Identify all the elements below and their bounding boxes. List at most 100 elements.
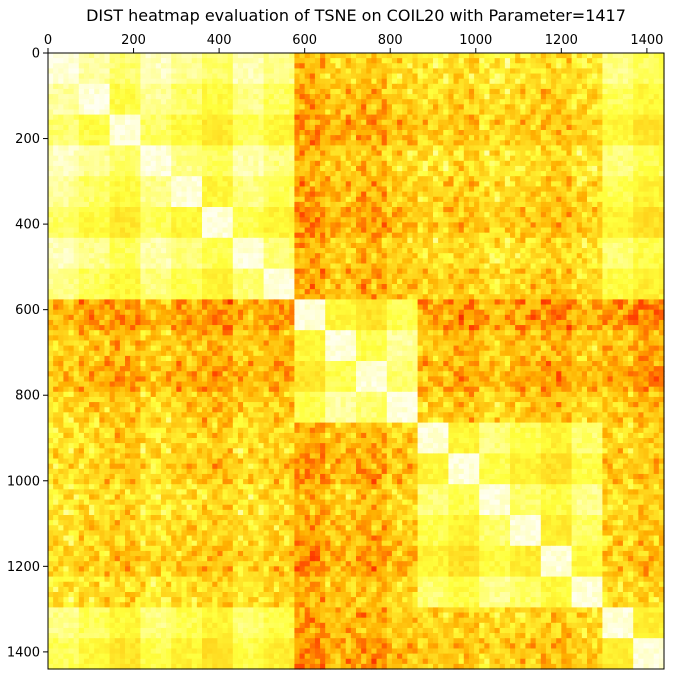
heatmap-cell [381,140,388,146]
heatmap-cell [191,171,198,177]
heatmap-cell [289,104,295,111]
heatmap-cell [263,186,270,193]
heatmap-cell [386,212,393,218]
heatmap-cell [638,53,645,59]
heatmap-cell [89,212,95,218]
heatmap-cell [150,248,157,254]
heatmap-cell [243,160,249,167]
heatmap-cell [299,186,306,193]
heatmap-cell [361,253,367,259]
heatmap-cell [314,94,321,100]
heatmap-cell [145,99,152,105]
heatmap-cell [474,124,480,131]
heatmap-cell [386,145,393,152]
heatmap-cell [160,248,167,254]
heatmap-cell [602,83,609,90]
heatmap-cell [571,104,578,111]
heatmap-cell [314,155,321,162]
heatmap-cell [309,186,316,193]
heatmap-cell [130,94,136,100]
heatmap-cell [376,78,383,85]
heatmap-cell [176,83,183,90]
heatmap-cell [648,150,655,157]
heatmap-cell [171,242,177,249]
heatmap-cell [289,114,295,121]
heatmap-cell [294,135,301,141]
heatmap-cell [89,181,95,188]
heatmap-cell [658,207,665,213]
heatmap-cell [458,109,465,116]
heatmap-cell [335,145,342,152]
heatmap-cell [145,181,152,188]
heatmap-cell [633,171,639,177]
heatmap-cell [150,104,157,111]
heatmap-cell [243,83,249,90]
heatmap-cell [474,253,480,259]
heatmap-cell [417,242,424,249]
heatmap-cell [335,73,342,80]
heatmap-cell [658,160,665,167]
heatmap-cell [196,78,203,85]
heatmap-cell [602,253,609,259]
heatmap-cell [561,181,568,188]
heatmap-cell [78,232,85,239]
heatmap-cell [643,99,650,105]
heatmap-cell [407,263,414,270]
heatmap-cell [330,135,337,141]
heatmap-cell [125,217,131,223]
heatmap-cell [653,119,660,126]
heatmap-cell [345,145,352,152]
heatmap-cell [443,99,449,105]
heatmap-cell [273,186,280,193]
heatmap-cell [222,150,229,157]
heatmap-cell [125,88,131,95]
heatmap-cell [119,94,126,100]
heatmap-cell [633,242,639,249]
heatmap-cell [284,150,290,157]
heatmap-cell [520,232,526,239]
heatmap-cell [243,94,249,100]
heatmap-cell [622,191,629,198]
heatmap-cell [309,130,316,136]
heatmap-cell [78,248,85,254]
heatmap-cell [345,227,352,234]
heatmap-cell [119,73,126,80]
heatmap-cell [314,124,321,131]
heatmap-cell [135,212,141,218]
heatmap-cell [222,263,229,270]
heatmap-cell [468,176,475,182]
heatmap-cell [335,165,342,172]
heatmap-cell [181,68,188,75]
heatmap-cell [140,78,147,85]
heatmap-cell [433,53,439,59]
heatmap-cell [499,78,506,85]
heatmap-cell [181,73,188,80]
heatmap-cell [520,227,526,234]
heatmap-cell [453,242,460,249]
heatmap-cell [150,217,157,223]
heatmap-cell [140,109,147,116]
heatmap-cell [268,196,275,203]
heatmap-cell [427,130,434,136]
heatmap-cell [535,222,542,229]
heatmap-cell [94,222,100,229]
heatmap-cell [284,53,290,59]
heatmap-cell [545,201,552,208]
heatmap-cell [279,237,285,244]
heatmap-cell [248,104,254,111]
heatmap-cell [489,119,496,126]
heatmap-cell [94,83,100,90]
heatmap-cell [314,212,321,218]
heatmap-cell [232,207,239,213]
heatmap-cell [453,227,460,234]
heatmap-cell [253,53,260,59]
heatmap-cell [63,201,70,208]
heatmap-cell [125,99,131,105]
heatmap-cell [607,191,614,198]
heatmap-cell [515,109,521,116]
heatmap-cell [417,196,424,203]
heatmap-cell [335,99,342,105]
heatmap-cell [53,135,59,141]
heatmap-cell [433,171,439,177]
heatmap-cell [181,145,188,152]
